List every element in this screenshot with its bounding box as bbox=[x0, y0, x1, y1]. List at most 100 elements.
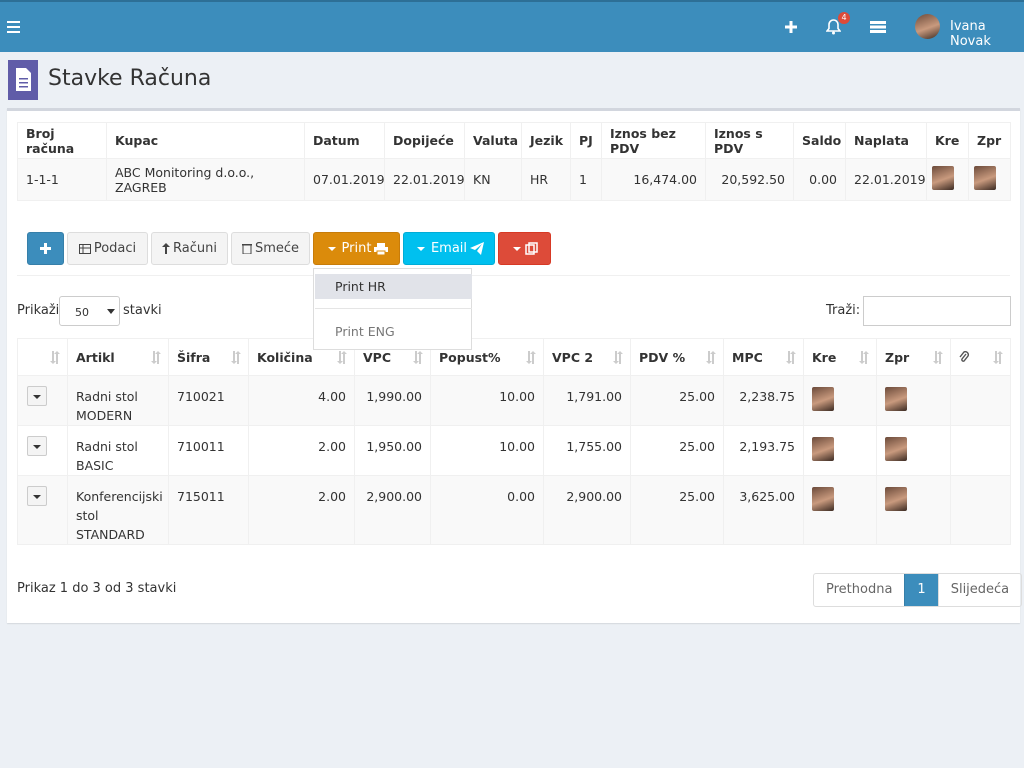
print-button[interactable]: Print bbox=[313, 232, 400, 265]
row-control bbox=[17, 375, 68, 426]
add-button[interactable] bbox=[27, 232, 64, 265]
button-label: Smeće bbox=[254, 241, 300, 256]
header-row: Broj računa Kupac Datum Dopijeće Valuta Jezik… bbox=[17, 122, 1011, 159]
sort-icon bbox=[150, 351, 162, 367]
divider bbox=[17, 275, 1010, 276]
sort-icon bbox=[705, 351, 717, 367]
sort-icon bbox=[412, 351, 424, 367]
cell: Radni stol BASIC bbox=[67, 425, 169, 476]
cell: Radni stol MODERN bbox=[67, 375, 169, 426]
column-header: Kre bbox=[803, 338, 877, 376]
sort-icon bbox=[932, 351, 944, 367]
search-label: Traži: bbox=[826, 303, 861, 318]
data-button[interactable]: Podaci bbox=[67, 232, 148, 265]
sort-icon bbox=[992, 351, 1004, 367]
column-header: PJ bbox=[570, 122, 602, 159]
row-dropdown[interactable] bbox=[27, 386, 47, 406]
next-page[interactable]: Slijedeća bbox=[937, 574, 1021, 606]
sort-icon bbox=[612, 351, 624, 367]
cell: KN bbox=[464, 158, 522, 201]
cell: 1,755.00 bbox=[543, 425, 631, 476]
menu-divider bbox=[315, 308, 472, 309]
attachment-cell bbox=[950, 475, 1011, 545]
button-label: Print bbox=[341, 241, 372, 256]
items-table: Artikl Šifra Količina VPC Popust% VPC 2 PDV % M… bbox=[17, 338, 1011, 545]
cell: 710021 bbox=[168, 375, 249, 426]
cell: 25.00 bbox=[630, 425, 724, 476]
cell: 22.01.2019 bbox=[384, 158, 465, 201]
cell: 22.01.2019 bbox=[845, 158, 927, 201]
avatar-cell bbox=[803, 375, 877, 426]
cell: 25.00 bbox=[630, 475, 724, 545]
row-dropdown[interactable] bbox=[27, 436, 47, 456]
button-label: Email bbox=[430, 241, 468, 256]
sort-icon bbox=[336, 351, 348, 367]
sort-icon bbox=[49, 351, 61, 367]
row-control bbox=[17, 475, 68, 545]
avatar-cell bbox=[803, 475, 877, 545]
column-header: Datum bbox=[304, 122, 385, 159]
control-header bbox=[17, 338, 68, 376]
sort-icon bbox=[858, 351, 870, 367]
avatar-cell bbox=[876, 375, 951, 426]
header-row: Artikl Šifra Količina VPC Popust% VPC 2 PDV % M… bbox=[17, 338, 1011, 376]
trash-button[interactable]: Smeće bbox=[231, 232, 310, 265]
cell: 0.00 bbox=[430, 475, 544, 545]
page-size: 50 bbox=[75, 306, 89, 319]
current-page[interactable]: 1 bbox=[904, 574, 938, 606]
menu-item[interactable]: Print ENG bbox=[335, 324, 395, 339]
menu-toggle[interactable] bbox=[7, 21, 20, 33]
prev-page[interactable]: Prethodna bbox=[826, 582, 893, 597]
copy-button[interactable] bbox=[498, 232, 551, 265]
cell: 20,592.50 bbox=[705, 158, 794, 201]
column-header: Dopijeće bbox=[384, 122, 465, 159]
page-title: Stavke Računa bbox=[48, 66, 212, 91]
table-info: Prikaz 1 do 3 od 3 stavki bbox=[17, 581, 177, 596]
column-header: Broj računa bbox=[17, 122, 107, 159]
clip-icon bbox=[959, 351, 969, 367]
column-header: Iznos bez PDV bbox=[601, 122, 706, 159]
page-size-select[interactable]: 50 bbox=[59, 296, 120, 326]
entries-label: stavki bbox=[123, 303, 162, 318]
top-bar: 4 Ivana Novak bbox=[0, 0, 1024, 52]
cell: 2,900.00 bbox=[543, 475, 631, 545]
column-header: Iznos s PDV bbox=[705, 122, 794, 159]
cell: 1,950.00 bbox=[354, 425, 431, 476]
column-header: Kupac bbox=[106, 122, 305, 159]
cell: 1-1-1 bbox=[17, 158, 107, 201]
item-row: Radni stol BASIC 710011 2.00 1,950.00 10.00 1… bbox=[17, 425, 1011, 476]
user-avatar[interactable] bbox=[915, 14, 940, 39]
avatar bbox=[885, 487, 907, 511]
cell: 710011 bbox=[168, 425, 249, 476]
cell: 25.00 bbox=[630, 375, 724, 426]
cell: 2.00 bbox=[248, 475, 355, 545]
column-header: Kre bbox=[926, 122, 969, 159]
cell: ABC Monitoring d.o.o., ZAGREB bbox=[106, 158, 305, 201]
column-header: Saldo bbox=[793, 122, 846, 159]
column-header: Zpr bbox=[876, 338, 951, 376]
search-input[interactable] bbox=[863, 296, 1011, 326]
bell-icon[interactable] bbox=[826, 19, 841, 35]
cell: 2,238.75 bbox=[723, 375, 804, 426]
item-row: Konferencijski stol STANDARD 715011 2.00 2,… bbox=[17, 475, 1011, 545]
avatar bbox=[885, 437, 907, 461]
menu-item[interactable]: Print HR bbox=[315, 274, 472, 299]
invoice-table: Broj računa Kupac Datum Dopijeće Valuta Jezik… bbox=[17, 122, 1011, 201]
user-name[interactable]: Ivana Novak bbox=[950, 19, 991, 49]
avatar bbox=[812, 437, 834, 461]
notification-badge: 4 bbox=[838, 12, 850, 24]
column-header: PDV % bbox=[630, 338, 724, 376]
tasks-icon[interactable] bbox=[870, 21, 886, 33]
add-icon[interactable] bbox=[785, 21, 797, 33]
email-button[interactable]: Email bbox=[403, 232, 495, 265]
cell: 1,791.00 bbox=[543, 375, 631, 426]
cell: 3,625.00 bbox=[723, 475, 804, 545]
pagination: Prethodna 1 Slijedeća bbox=[813, 573, 1023, 607]
cell: 2,900.00 bbox=[354, 475, 431, 545]
row-dropdown[interactable] bbox=[27, 486, 47, 506]
item-row: Radni stol MODERN 710021 4.00 1,990.00 10.00… bbox=[17, 375, 1011, 426]
invoices-button[interactable]: Računi bbox=[151, 232, 228, 265]
avatar bbox=[932, 166, 954, 190]
cell: 715011 bbox=[168, 475, 249, 545]
